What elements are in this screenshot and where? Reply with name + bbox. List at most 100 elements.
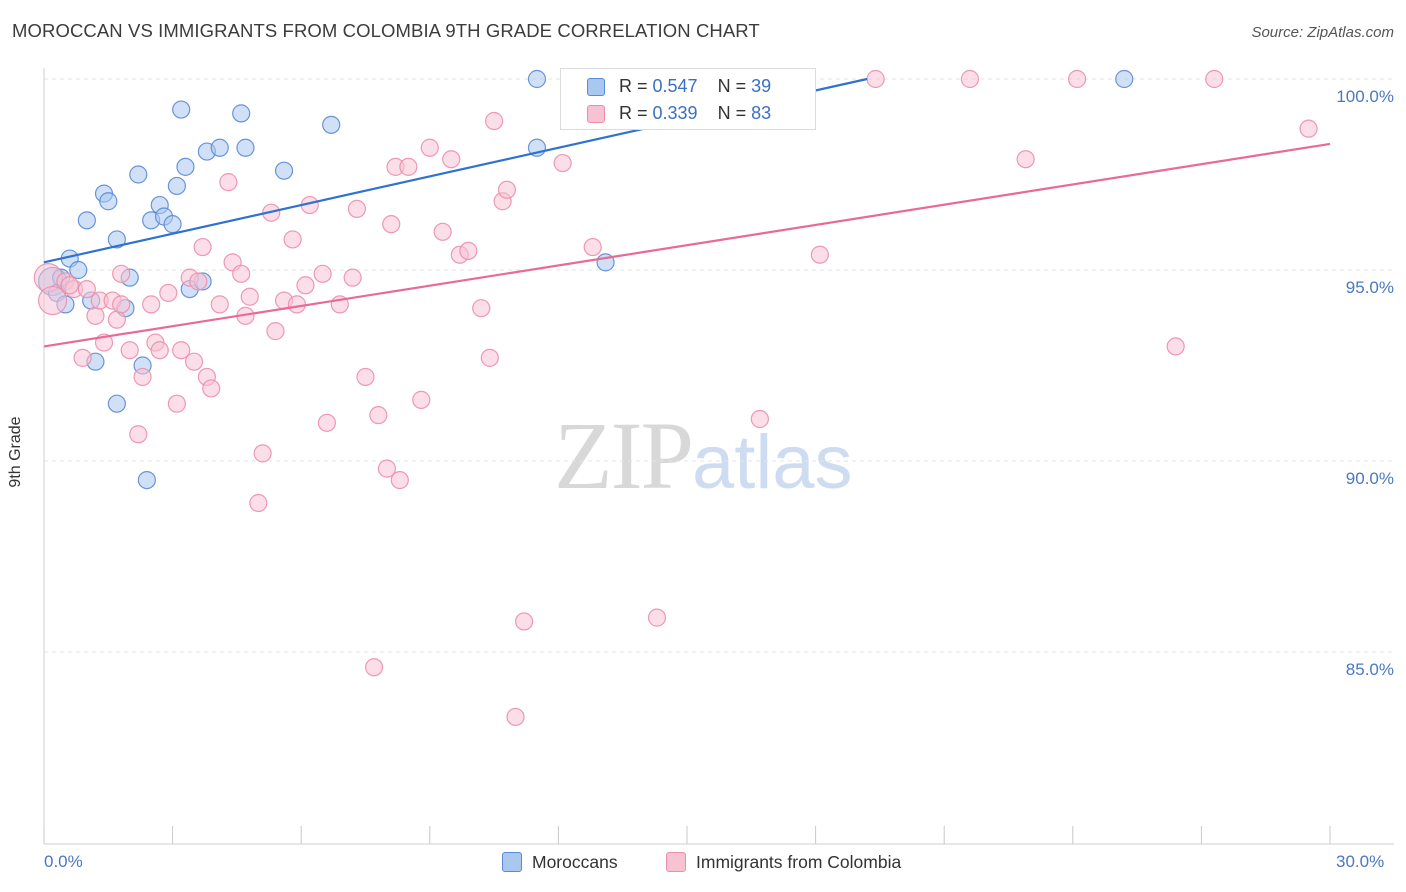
colombia-point — [189, 272, 208, 291]
colombia-point — [1205, 69, 1224, 89]
colombia-point — [159, 283, 178, 303]
colombia-point — [866, 69, 885, 89]
legend-label-colombia: Immigrants from Colombia — [696, 852, 902, 872]
moroccans-point — [232, 104, 251, 123]
watermark-atlas: atlas — [692, 420, 853, 505]
colombia-point — [240, 287, 259, 306]
moroccans-point — [1115, 69, 1134, 89]
colombia-point — [313, 264, 332, 283]
r-value: 0.339 — [652, 103, 698, 123]
x-tick-label-min: 0.0% — [44, 852, 83, 871]
colombia-point — [1299, 119, 1318, 138]
colombia-point — [459, 241, 478, 260]
colombia-point — [583, 237, 602, 257]
colombia-point — [287, 295, 307, 314]
moroccans-point — [137, 471, 156, 490]
stats-legend: R = 0.547 N = 39 R = 0.339 N = 83 — [560, 68, 816, 130]
colombia-point — [485, 111, 504, 131]
colombia-point — [193, 237, 212, 257]
moroccans-point — [274, 161, 294, 180]
colombia-point — [150, 341, 169, 360]
moroccans-point — [107, 394, 126, 413]
colombia-point — [480, 348, 499, 367]
colombia-point — [506, 707, 525, 727]
r-label: R = — [619, 76, 653, 96]
n-value: 39 — [751, 76, 772, 96]
colombia-point — [497, 180, 517, 199]
colombia-point — [515, 612, 534, 631]
moroccans-point — [172, 100, 191, 119]
colombia-point — [382, 215, 401, 234]
colombia-point — [129, 425, 148, 444]
colombia-point — [1166, 337, 1185, 356]
colombia-point — [960, 69, 980, 89]
colombia-point — [60, 276, 79, 295]
moroccans-point — [210, 138, 229, 157]
legend-item-moroccans: Moroccans — [502, 852, 618, 873]
moroccans-point — [176, 157, 195, 176]
colombia-point — [433, 222, 452, 241]
colombia-point — [107, 310, 126, 329]
y-tick-label-95: 95.0% — [1345, 278, 1394, 297]
colombia-point — [253, 444, 272, 463]
colombia-point — [37, 285, 68, 316]
moroccans-point — [163, 215, 182, 234]
n-value: 83 — [751, 103, 772, 123]
colombia-point — [810, 245, 829, 264]
colombia-point — [343, 268, 362, 287]
colombia-point — [172, 341, 191, 360]
colombia-point — [390, 471, 409, 490]
colombia-point — [112, 264, 131, 283]
legend-label-moroccans: Moroccans — [532, 852, 618, 872]
colombia-point — [77, 280, 96, 299]
colombia-point — [210, 295, 229, 314]
colombia-point — [647, 608, 667, 627]
chart-title: MOROCCAN VS IMMIGRANTS FROM COLOMBIA 9TH… — [12, 20, 760, 41]
r-value: 0.547 — [652, 76, 698, 96]
blue-swatch-icon — [502, 852, 522, 872]
colombia-point — [167, 394, 186, 413]
colombia-point — [133, 367, 152, 387]
r-label: R = — [619, 103, 653, 123]
colombia-point — [1016, 150, 1035, 169]
moroccans-point — [527, 69, 547, 89]
colombia-point — [750, 409, 769, 429]
colombia-point — [364, 658, 384, 677]
moroccans-point — [322, 115, 341, 134]
colombia-point — [232, 264, 251, 283]
colombia-point — [266, 322, 285, 341]
n-label: N = — [717, 103, 752, 123]
source-label: Source: ZipAtlas.com — [1251, 24, 1394, 41]
colombia-point — [86, 306, 105, 325]
colombia-point — [412, 390, 431, 409]
colombia-point — [420, 138, 439, 157]
colombia-point — [219, 173, 238, 192]
blue-swatch-icon — [587, 78, 605, 96]
moroccans-point — [236, 138, 255, 157]
colombia-point — [317, 413, 337, 432]
colombia-point — [120, 341, 139, 360]
legend-item-colombia: Immigrants from Colombia — [666, 852, 901, 873]
y-axis-label: 9th Grade — [7, 416, 24, 488]
colombia-point — [369, 406, 388, 425]
colombia-point — [73, 348, 92, 367]
colombia-point — [1067, 69, 1087, 89]
colombia-point — [356, 367, 375, 387]
colombia-point — [442, 150, 461, 169]
watermark-zip: ZIP — [554, 402, 694, 509]
n-label: N = — [717, 76, 752, 96]
colombia-point — [472, 299, 491, 318]
colombia-point — [347, 199, 367, 218]
pink-swatch-icon — [666, 852, 686, 872]
moroccans-point — [99, 192, 118, 211]
y-tick-label-100: 100.0% — [1336, 87, 1394, 106]
colombia-point — [249, 493, 268, 513]
moroccans-point — [69, 260, 88, 280]
moroccans-point — [107, 230, 126, 249]
colombia-point — [553, 153, 572, 173]
y-tick-label-85: 85.0% — [1345, 660, 1394, 679]
colombia-trend-line — [43, 142, 1331, 348]
colombia-point — [202, 379, 221, 398]
x-tick-label-max: 30.0% — [1336, 852, 1385, 871]
